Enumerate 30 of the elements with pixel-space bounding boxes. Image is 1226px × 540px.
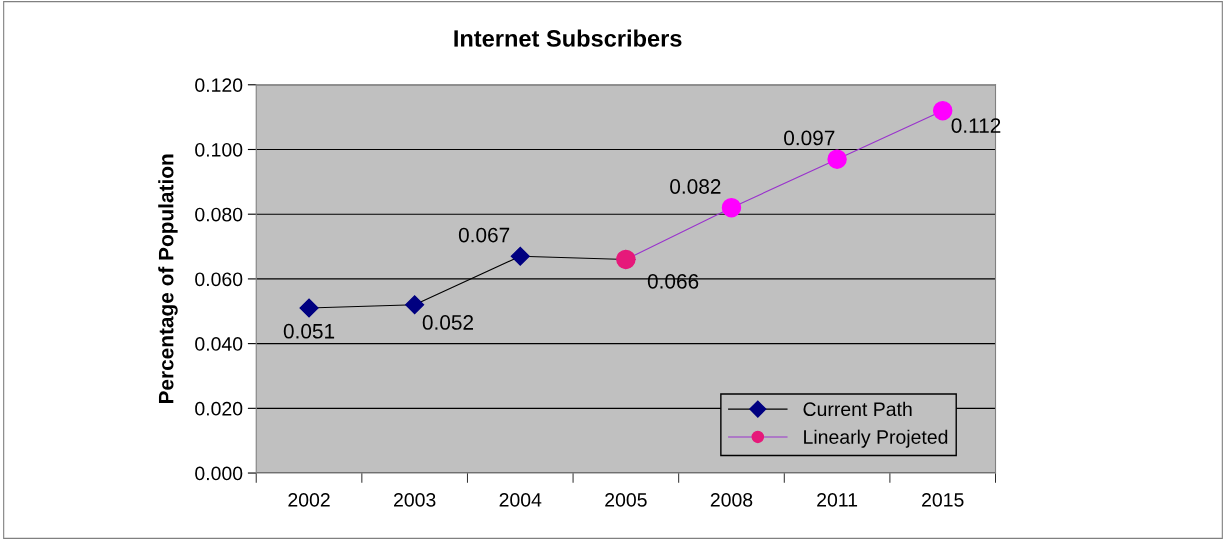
x-tick-label: 2004 (499, 493, 542, 507)
legend-label: Current Path (803, 401, 912, 417)
y-tick-label: 0.120 (195, 78, 243, 93)
y-tick-label: 0.060 (195, 272, 243, 287)
x-tick-label: 2011 (817, 493, 858, 507)
point (827, 149, 847, 169)
point (932, 100, 953, 121)
data-label: 0.067 (458, 227, 510, 243)
y-tick-label: 0.020 (195, 401, 243, 416)
point (299, 298, 319, 318)
x-tick-label: 2015 (922, 493, 964, 507)
y-tick-label: 0.040 (195, 337, 243, 351)
data-label: 0.051 (283, 323, 335, 339)
x-tick-label: 2002 (288, 493, 330, 507)
point (405, 295, 425, 315)
y-tick-label: 0.100 (195, 142, 243, 157)
point (721, 198, 742, 218)
y-tick-label: 0.080 (195, 207, 243, 222)
point (510, 246, 530, 266)
data-label: 0.082 (670, 179, 721, 194)
y-tick-label: 0.000 (195, 466, 243, 481)
chart-title: Internet Subscribers (454, 29, 682, 47)
x-tick-label: 2005 (605, 493, 647, 507)
x-tick-label: 2003 (394, 493, 436, 507)
y-axis-title: Percentage of Population (158, 154, 178, 404)
legend-label: Linearly Projeted (804, 429, 948, 448)
data-label: 0.097 (784, 130, 835, 146)
data-label: 0.052 (422, 315, 474, 330)
x-tick-label: 2008 (710, 493, 753, 507)
data-label: 0.112 (951, 118, 1001, 133)
